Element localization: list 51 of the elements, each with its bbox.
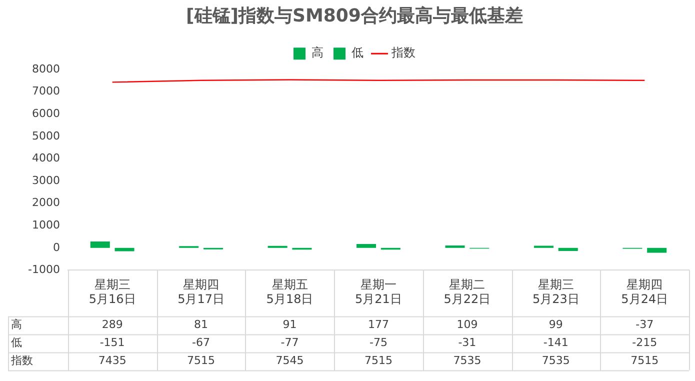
- data-label: -77: [280, 336, 299, 350]
- data-label: -141: [543, 336, 568, 350]
- data-label: -37: [636, 318, 654, 332]
- y-tick-label: 0: [52, 240, 60, 254]
- bar: [558, 248, 578, 252]
- y-tick-label: 6000: [32, 107, 60, 120]
- x-tick-label: 星期三 5月16日: [88, 278, 136, 306]
- data-label: -75: [369, 336, 388, 350]
- y-tick-label: 8000: [32, 62, 60, 76]
- y-tick-label: 7000: [32, 84, 60, 98]
- bar: [647, 248, 667, 253]
- bar: [356, 244, 376, 248]
- legend-label: 指数: [390, 46, 416, 60]
- bar: [114, 248, 134, 252]
- y-tick-label: 5000: [32, 129, 60, 142]
- data-label: 7515: [364, 354, 392, 368]
- y-tick-label: -1000: [28, 263, 60, 276]
- y-tick-label: 4000: [32, 152, 60, 165]
- data-label: -151: [100, 336, 125, 350]
- x-tick-label: 星期四 5月24日: [621, 278, 668, 306]
- x-tick-label: 星期五 5月18日: [266, 278, 314, 306]
- data-label: 7535: [453, 354, 482, 368]
- text: 指数: [11, 354, 33, 368]
- text: 高: [11, 318, 22, 332]
- data-label: -31: [458, 336, 476, 350]
- data-label: 7515: [187, 354, 216, 368]
- data-label: 99: [548, 318, 563, 332]
- y-tick-label: 2000: [32, 196, 60, 210]
- data-label: 91: [282, 318, 297, 332]
- bar: [445, 245, 465, 248]
- text: 低: [11, 336, 22, 350]
- x-tick-label: 星期一 5月21日: [355, 278, 402, 306]
- data-label: 7535: [542, 354, 570, 368]
- data-label: 81: [194, 318, 208, 332]
- x-tick-label: 星期二 5月22日: [444, 278, 491, 306]
- y-tick-label: 1000: [32, 218, 60, 232]
- chart-title: [硅锰]指数与SM809合约最高与最低基差: [186, 5, 523, 26]
- data-label: 289: [102, 318, 123, 332]
- legend-label: 低: [352, 46, 364, 60]
- legend-label: 高: [312, 46, 324, 60]
- data-label: 109: [456, 318, 478, 332]
- data-label: 7545: [276, 354, 304, 368]
- y-tick-label: 3000: [32, 174, 60, 187]
- x-tick-label: 星期三 5月23日: [532, 278, 580, 306]
- data-label: -67: [192, 336, 210, 350]
- bar: [90, 241, 110, 248]
- data-label: 7435: [98, 354, 126, 368]
- data-label: 177: [368, 318, 389, 332]
- data-label: -215: [632, 336, 658, 350]
- data-label: 7515: [630, 354, 659, 368]
- x-tick-label: 星期四 5月17日: [178, 278, 224, 306]
